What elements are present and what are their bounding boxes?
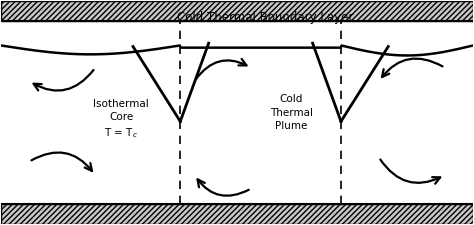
Bar	[0, 204, 474, 224]
Text: Cold Thermal Boundary Layer: Cold Thermal Boundary Layer	[177, 11, 354, 24]
Text: Isothermal
Core
T = T$_c$: Isothermal Core T = T$_c$	[93, 99, 149, 140]
Bar	[0, 1, 474, 21]
Text: Cold
Thermal
Plume: Cold Thermal Plume	[270, 94, 313, 131]
